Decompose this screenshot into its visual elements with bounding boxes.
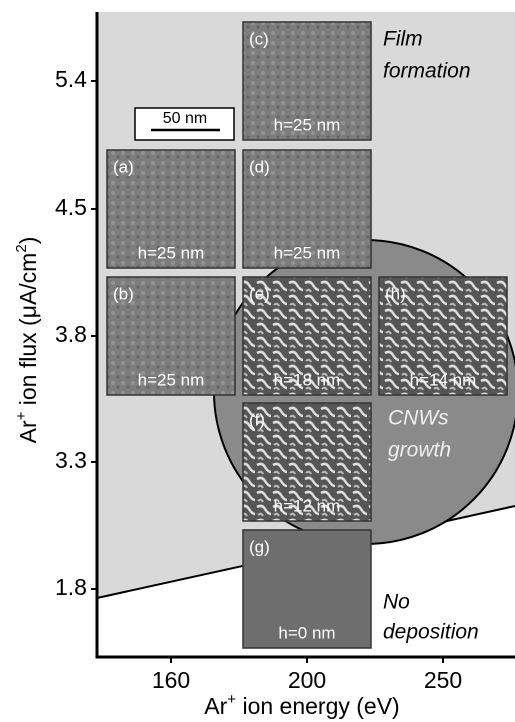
panel-label: (b) <box>113 284 134 303</box>
x-title-part: Ar <box>204 693 227 719</box>
region-label: No <box>383 591 410 614</box>
scale-bar-label: 50 nm <box>163 110 207 127</box>
panel-height: h=25 nm <box>274 115 341 134</box>
panel-height: h=25 nm <box>274 243 341 262</box>
y-title-sup: 2 <box>13 244 30 252</box>
panel-height: h=25 nm <box>138 243 205 262</box>
region-label: growth <box>388 439 451 462</box>
panel-height: h=0 nm <box>278 623 335 642</box>
panel-height: h=14 nm <box>410 370 477 389</box>
chart: 50 nm Ar+ ion energy (eV) Ar+ ion flux (… <box>0 0 515 722</box>
y-title-part: ) <box>15 237 41 245</box>
y-tick-label: 1.8 <box>55 574 87 600</box>
panel-height: h=18 nm <box>274 370 341 389</box>
panel-label: (e) <box>249 284 270 303</box>
panel-label: (d) <box>249 157 270 176</box>
region-label: formation <box>383 60 471 83</box>
y-axis-title: Ar+ ion flux (μA/cm2) <box>13 237 41 444</box>
region-label: Film <box>383 28 423 51</box>
x-tick-label: 250 <box>424 667 462 693</box>
y-tick-label: 5.4 <box>55 66 87 92</box>
y-tick-label: 3.3 <box>55 447 87 473</box>
x-title-sup: + <box>227 691 236 708</box>
y-tick-label: 3.8 <box>55 321 87 347</box>
region-label: deposition <box>383 621 479 644</box>
panel-height: h=25 nm <box>138 370 205 389</box>
x-tick-label: 160 <box>152 667 190 693</box>
y-tick-label: 4.5 <box>55 194 87 220</box>
panel-label: (f) <box>249 410 265 429</box>
x-title-part: ion energy (eV) <box>236 693 400 719</box>
region-label: CNWs <box>388 407 449 430</box>
panel-label: (c) <box>249 29 269 48</box>
panel-height: h=12 nm <box>274 496 341 515</box>
y-title-part: Ar <box>15 420 41 443</box>
y-title-sup: + <box>13 411 30 420</box>
panel-label: (a) <box>113 157 134 176</box>
panel-label: (g) <box>249 537 270 556</box>
x-axis-title: Ar+ ion energy (eV) <box>204 691 399 719</box>
y-title-part: ion flux (μA/cm <box>15 253 41 412</box>
x-tick-label: 200 <box>288 667 326 693</box>
panel-label: (h) <box>385 284 406 303</box>
